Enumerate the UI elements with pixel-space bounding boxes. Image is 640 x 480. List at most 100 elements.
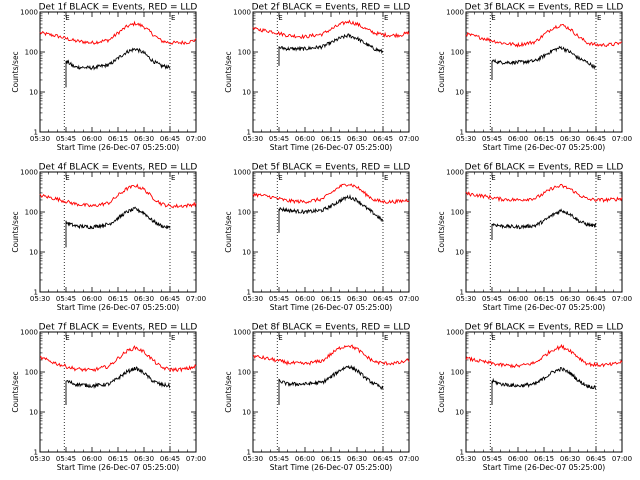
x-tick-label: 06:30 — [134, 135, 154, 143]
x-tick-label: 05:45 — [269, 135, 289, 143]
y-tick-label: 100 — [451, 49, 464, 57]
y-tick-label: 100 — [25, 49, 38, 57]
series-line-lld — [39, 183, 197, 209]
plot-frame — [465, 171, 623, 293]
x-tick-label: 05:30 — [30, 135, 50, 143]
y-axis-label: Counts/sec — [437, 51, 446, 92]
x-tick-label: 05:45 — [56, 295, 76, 303]
x-tick-label: 05:45 — [56, 135, 76, 143]
y-tick-label: 100 — [25, 209, 38, 217]
x-tick-label: 05:30 — [30, 295, 50, 303]
y-tick-label: 1 — [460, 289, 464, 297]
plot-frame — [465, 331, 623, 453]
series-line-lld — [40, 345, 197, 373]
event-marker-label: E — [384, 174, 388, 182]
x-tick-label: 05:45 — [482, 455, 502, 463]
plot-frame — [39, 331, 197, 453]
x-tick-label: 06:15 — [534, 295, 554, 303]
chart-title: Det 1f BLACK = Events, RED = LLD — [39, 3, 198, 13]
x-tick-label: 07:00 — [186, 455, 206, 463]
chart-title: Det 2f BLACK = Events, RED = LLD — [252, 3, 411, 13]
y-tick-label: 1000 — [233, 9, 251, 17]
chart-title: Det 5f BLACK = Events, RED = LLD — [252, 163, 411, 173]
event-marker-label: E — [65, 334, 69, 342]
x-tick-label: 05:45 — [56, 455, 76, 463]
x-tick-label: 06:45 — [586, 135, 606, 143]
x-tick-label: 07:00 — [399, 455, 419, 463]
series-line-events — [491, 367, 596, 405]
series-line-events — [491, 208, 597, 240]
series-line-lld — [39, 20, 197, 46]
panel-2: Det 2f BLACK = Events, RED = LLD 1 10 100 10… — [224, 3, 419, 153]
x-tick-label: 06:15 — [321, 455, 341, 463]
series-line-events — [278, 364, 384, 405]
y-tick-label: 1000 — [233, 169, 251, 177]
plot-frame — [252, 171, 410, 293]
event-marker-label: E — [278, 14, 282, 22]
series-line-events — [278, 33, 384, 66]
x-tick-label: 05:45 — [269, 455, 289, 463]
event-marker-label: E — [65, 174, 69, 182]
x-tick-label: 06:15 — [108, 455, 128, 463]
event-marker-label: E — [384, 14, 388, 22]
x-tick-label: 06:15 — [321, 135, 341, 143]
event-marker-label: E — [278, 174, 282, 182]
event-marker-label: E — [171, 14, 175, 22]
x-tick-label: 06:15 — [108, 295, 128, 303]
x-tick-label: 07:00 — [186, 135, 206, 143]
x-tick-label: 06:00 — [295, 135, 315, 143]
y-tick-label: 1000 — [20, 9, 38, 17]
x-tick-label: 05:45 — [482, 135, 502, 143]
x-axis-label: Start Time (26-Dec-07 05:25:00) — [270, 143, 392, 152]
x-tick-label: 06:30 — [347, 135, 367, 143]
y-tick-label: 1000 — [446, 329, 464, 337]
y-tick-label: 1000 — [20, 329, 38, 337]
series-line-lld — [465, 343, 623, 369]
x-axis-label: Start Time (26-Dec-07 05:25:00) — [57, 143, 179, 152]
y-tick-label: 1 — [247, 449, 251, 457]
x-axis-label: Start Time (26-Dec-07 05:25:00) — [270, 303, 392, 312]
y-axis-label: Counts/sec — [224, 51, 233, 92]
x-axis-label: Start Time (26-Dec-07 05:25:00) — [483, 143, 605, 152]
x-tick-label: 06:45 — [373, 455, 393, 463]
x-axis-label: Start Time (26-Dec-07 05:25:00) — [57, 303, 179, 312]
y-tick-label: 1 — [460, 129, 464, 137]
chart-title: Det 3f BLACK = Events, RED = LLD — [465, 3, 624, 13]
y-tick-label: 10 — [455, 89, 464, 97]
x-tick-label: 05:30 — [456, 455, 476, 463]
y-tick-label: 1 — [247, 289, 251, 297]
y-tick-label: 1000 — [233, 329, 251, 337]
y-tick-label: 10 — [29, 409, 38, 417]
x-tick-label: 05:45 — [482, 295, 502, 303]
y-axis-label: Counts/sec — [11, 51, 20, 92]
series-line-lld — [465, 183, 623, 203]
event-marker-label: E — [597, 14, 601, 22]
x-tick-label: 06:15 — [534, 135, 554, 143]
y-tick-label: 100 — [451, 369, 464, 377]
x-axis-label: Start Time (26-Dec-07 05:25:00) — [483, 303, 605, 312]
x-tick-label: 06:15 — [534, 455, 554, 463]
x-axis-label: Start Time (26-Dec-07 05:25:00) — [483, 463, 605, 472]
chart-title: Det 4f BLACK = Events, RED = LLD — [39, 163, 198, 173]
y-tick-label: 100 — [238, 49, 251, 57]
series-line-events — [491, 45, 597, 80]
x-tick-label: 06:30 — [347, 455, 367, 463]
x-tick-label: 06:30 — [134, 455, 154, 463]
panel-9: Det 9f BLACK = Events, RED = LLD 1 10 100 10… — [437, 323, 632, 473]
y-tick-label: 100 — [451, 209, 464, 217]
x-tick-label: 06:00 — [508, 135, 528, 143]
x-tick-label: 07:00 — [612, 135, 632, 143]
y-axis-label: Counts/sec — [437, 371, 446, 412]
plot-frame — [39, 11, 197, 133]
event-marker-label: E — [384, 334, 388, 342]
x-tick-label: 06:45 — [373, 135, 393, 143]
event-marker-label: E — [491, 334, 495, 342]
y-tick-label: 1 — [34, 289, 38, 297]
panel-4: Det 4f BLACK = Events, RED = LLD 1 10 100 10… — [11, 163, 206, 313]
x-tick-label: 06:30 — [560, 135, 580, 143]
panel-1: Det 1f BLACK = Events, RED = LLD 1 10 100 10… — [11, 3, 206, 153]
x-tick-label: 06:45 — [160, 295, 180, 303]
x-tick-label: 06:00 — [295, 295, 315, 303]
series-line-events — [65, 47, 171, 88]
x-tick-label: 06:00 — [82, 295, 102, 303]
